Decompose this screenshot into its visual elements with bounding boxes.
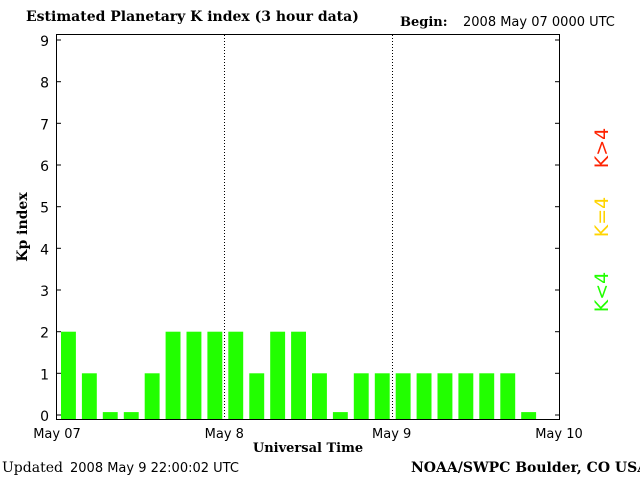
kp-bar [81, 373, 97, 419]
x-tick-label: May 10 [535, 427, 583, 442]
kp-bar [416, 373, 432, 419]
kp-bar [61, 331, 76, 419]
kp-bar [291, 331, 306, 419]
kp-bar [479, 373, 495, 419]
bars-group [61, 331, 537, 419]
y-tick-label: 4 [40, 242, 49, 258]
kp-bar [102, 412, 118, 419]
y-axis-label: Kp index [15, 192, 31, 262]
day-gridlines [224, 35, 393, 419]
legend-k-equal-4: K=4 [591, 197, 613, 237]
y-tick-label: 2 [40, 326, 49, 342]
kp-bar [144, 373, 160, 419]
kp-bar [353, 373, 369, 419]
x-tick-label: May 9 [372, 427, 411, 442]
kp-bar [500, 373, 516, 419]
x-axis-ticks: May 07 May 8 May 9 May 10 [33, 427, 583, 442]
kp-bar [165, 331, 181, 419]
kp-bar [186, 331, 202, 419]
kp-bar [228, 331, 244, 419]
kp-bar [312, 373, 327, 419]
y-tick-label: 8 [40, 76, 49, 92]
y-tick-label: 9 [40, 34, 49, 50]
x-tick-label: May 07 [33, 427, 81, 442]
y-tick-label: 0 [40, 409, 49, 425]
kp-bar [207, 331, 223, 419]
kp-bar [521, 412, 537, 419]
kp-bar [249, 373, 265, 419]
kp-bar [374, 373, 390, 419]
y-tick-label: 7 [40, 117, 49, 133]
kp-bar [458, 373, 474, 419]
kp-bar [270, 331, 286, 419]
credit-text: NOAA/SWPC Boulder, CO USA [411, 460, 640, 476]
y-axis-ticks: 0 1 2 3 4 5 6 7 8 9 [40, 34, 559, 425]
begin-label: Begin: [400, 15, 448, 30]
chart-title: Estimated Planetary K index (3 hour data… [26, 9, 359, 25]
legend-k-less-4: K<4 [591, 272, 613, 312]
updated-label: Updated [2, 460, 63, 476]
legend-k-greater-4: K>4 [591, 128, 613, 168]
y-tick-label: 6 [40, 159, 49, 175]
plot-area-frame [56, 34, 560, 420]
updated-timestamp: 2008 May 9 22:00:02 UTC [70, 461, 239, 476]
begin-value: 2008 May 07 0000 UTC [463, 15, 615, 30]
y-tick-label: 5 [40, 201, 49, 217]
kp-bar [395, 373, 411, 419]
x-axis-label: Universal Time [253, 441, 363, 456]
y-tick-label: 1 [40, 367, 49, 383]
kp-bar [123, 412, 139, 419]
kp-bar [332, 412, 348, 419]
kp-bar [437, 373, 453, 419]
y-tick-label: 3 [40, 284, 49, 300]
x-tick-label: May 8 [205, 427, 244, 442]
